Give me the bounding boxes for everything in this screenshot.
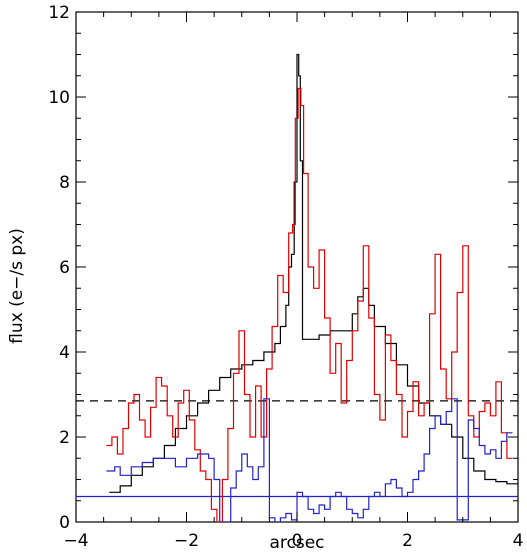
x-tick-label: 2 — [402, 531, 413, 551]
series-2-line — [106, 87, 513, 522]
y-tick-label: 0 — [59, 513, 70, 533]
y-tick-label: 6 — [59, 258, 70, 278]
y-tick-label: 10 — [48, 88, 70, 108]
x-tick-label: −4 — [63, 531, 88, 551]
y-tick-label: 12 — [48, 3, 70, 23]
x-tick-label: −2 — [174, 531, 199, 551]
y-tick-label: 4 — [59, 343, 70, 363]
series-3-line — [106, 398, 513, 522]
y-tick-label: 2 — [59, 428, 70, 448]
x-tick-label: 0 — [292, 531, 303, 551]
x-tick-label: 4 — [513, 531, 524, 551]
series-1-line — [109, 53, 518, 493]
y-axis-label: flux (e−/s px) — [7, 228, 27, 344]
y-tick-label: 8 — [59, 173, 70, 193]
x-axis-label: arcsec — [269, 533, 324, 553]
